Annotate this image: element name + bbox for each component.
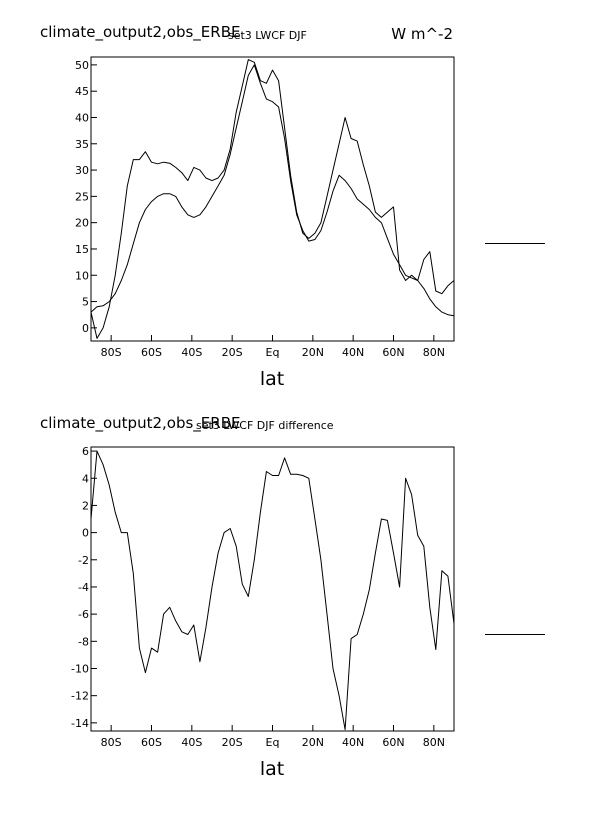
top-panel-y-tick-label: 45 bbox=[75, 85, 89, 98]
top-panel: climate_output2,obs_ERBE set3 LWCF DJF W… bbox=[40, 23, 545, 390]
top-panel-y-tick-label: 30 bbox=[75, 164, 89, 177]
bottom-panel-lines bbox=[90, 450, 455, 731]
top-panel-title: climate_output2,obs_ERBE bbox=[40, 23, 240, 42]
top-panel-x-axis-label: lat bbox=[260, 368, 284, 390]
bottom-panel-x-tick-label: 80S bbox=[101, 736, 122, 749]
bottom-panel-x-tick-label: Eq bbox=[266, 736, 280, 749]
bottom-panel-x-tick-label: 40N bbox=[342, 736, 364, 749]
bottom-panel-y-tick-label: -6 bbox=[78, 608, 89, 621]
top-panel-x-tick-label: 20S bbox=[222, 346, 243, 359]
top-panel-y-tick-label: 40 bbox=[75, 111, 89, 124]
top-panel-x-tick-label: 20N bbox=[302, 346, 324, 359]
top-panel-subtitle: set3 LWCF DJF bbox=[228, 29, 307, 42]
top-panel-series-2-line bbox=[90, 64, 455, 317]
bottom-panel-x-tick-label: 80N bbox=[423, 736, 445, 749]
bottom-panel-y-tick-label: 2 bbox=[82, 499, 89, 512]
bottom-panel-frame bbox=[90, 446, 455, 732]
bottom-panel-y-tick-label: -12 bbox=[71, 690, 89, 703]
top-panel-y-tick-label: 0 bbox=[82, 322, 89, 335]
top-panel-x-tick-label: 60S bbox=[141, 346, 162, 359]
bottom-panel-x-tick-label: 20N bbox=[302, 736, 324, 749]
top-panel-x-tick-label: Eq bbox=[266, 346, 280, 359]
top-panel-x-tick-label: 40S bbox=[181, 346, 202, 359]
bottom-panel-x-ticks: 80S 60S 40S 20S Eq 20N 40N 60N 80N bbox=[101, 725, 445, 749]
top-panel-y-tick-label: 20 bbox=[75, 217, 89, 230]
bottom-panel-y-ticks: 6 4 2 0 -2 -4 -6 -8 -10 -12 -14 bbox=[71, 445, 97, 730]
bottom-panel-series-1-line bbox=[90, 450, 455, 731]
bottom-panel-y-tick-label: -14 bbox=[71, 717, 89, 730]
bottom-panel-y-tick-label: -8 bbox=[78, 635, 89, 648]
top-panel-y-tick-label: 15 bbox=[75, 243, 89, 256]
top-panel-frame bbox=[90, 56, 455, 342]
bottom-panel-title: climate_output2,obs_ERBE bbox=[40, 414, 240, 433]
top-panel-series-1-line bbox=[90, 59, 455, 339]
bottom-panel-y-tick-label: -2 bbox=[78, 554, 89, 567]
bottom-panel-x-axis-label: lat bbox=[260, 758, 284, 780]
top-panel-y-tick-label: 5 bbox=[82, 296, 89, 309]
top-panel-x-tick-label: 80S bbox=[101, 346, 122, 359]
bottom-panel-y-tick-label: 6 bbox=[82, 445, 89, 458]
bottom-panel-y-tick-label: 0 bbox=[82, 527, 89, 540]
bottom-panel-x-tick-label: 20S bbox=[222, 736, 243, 749]
top-panel-y-tick-label: 50 bbox=[75, 59, 89, 72]
bottom-panel-y-tick-label: 4 bbox=[82, 472, 89, 485]
top-panel-y-tick-label: 25 bbox=[75, 190, 89, 203]
bottom-panel-x-tick-label: 60S bbox=[141, 736, 162, 749]
top-panel-units: W m^-2 bbox=[391, 25, 453, 43]
bottom-panel-x-tick-label: 40S bbox=[181, 736, 202, 749]
bottom-panel-subtitle: set3 LWCF DJF difference bbox=[196, 419, 334, 432]
bottom-panel-y-tick-label: -4 bbox=[78, 581, 89, 594]
top-panel-y-ticks: 0 5 10 15 20 25 30 35 40 45 50 bbox=[75, 59, 97, 335]
top-panel-x-tick-label: 80N bbox=[423, 346, 445, 359]
top-panel-lines bbox=[90, 59, 455, 339]
top-panel-y-tick-label: 10 bbox=[75, 269, 89, 282]
bottom-panel: climate_output2,obs_ERBE set3 LWCF DJF d… bbox=[40, 414, 545, 780]
top-panel-x-tick-label: 40N bbox=[342, 346, 364, 359]
top-panel-x-tick-label: 60N bbox=[382, 346, 404, 359]
top-panel-y-tick-label: 35 bbox=[75, 138, 89, 151]
bottom-panel-x-tick-label: 60N bbox=[382, 736, 404, 749]
top-panel-x-ticks: 80S 60S 40S 20S Eq 20N 40N 60N 80N bbox=[101, 335, 445, 359]
bottom-panel-y-tick-label: -10 bbox=[71, 662, 89, 675]
